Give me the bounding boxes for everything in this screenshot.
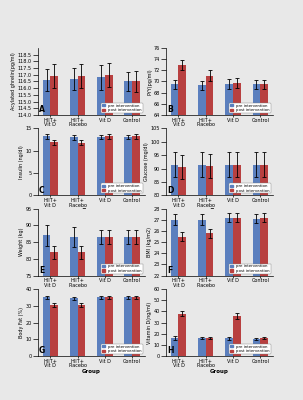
Bar: [97, 78, 105, 400]
Bar: [260, 164, 268, 400]
X-axis label: Group: Group: [210, 369, 229, 374]
Bar: [50, 76, 58, 400]
Text: B: B: [167, 105, 173, 114]
Bar: [253, 219, 260, 400]
Y-axis label: Vitamin D(ng/ml): Vitamin D(ng/ml): [147, 302, 152, 344]
X-axis label: Group: Group: [82, 128, 101, 133]
Bar: [178, 236, 186, 400]
X-axis label: Group: Group: [82, 369, 101, 374]
Bar: [105, 298, 112, 356]
Y-axis label: Glucose (mg/dl): Glucose (mg/dl): [144, 142, 149, 181]
Y-axis label: PYY(pg/ml): PYY(pg/ml): [147, 68, 152, 95]
X-axis label: Group: Group: [82, 289, 101, 294]
Bar: [78, 305, 85, 356]
Bar: [132, 298, 140, 356]
Text: G: G: [39, 346, 45, 355]
Legend: pre intervention, post intervention: pre intervention, post intervention: [101, 344, 143, 354]
Y-axis label: BMI (kg/m2): BMI (kg/m2): [147, 227, 152, 257]
Bar: [233, 218, 241, 400]
Bar: [50, 142, 58, 195]
Bar: [43, 80, 50, 400]
Bar: [70, 237, 78, 400]
Bar: [105, 75, 112, 400]
Bar: [260, 84, 268, 400]
Bar: [78, 76, 85, 400]
Bar: [225, 218, 233, 400]
Text: F: F: [167, 266, 172, 275]
Bar: [225, 84, 233, 400]
Bar: [233, 164, 241, 400]
Bar: [260, 338, 268, 356]
Bar: [206, 76, 213, 400]
Y-axis label: Acylated ghrelin(pg/ml): Acylated ghrelin(pg/ml): [11, 53, 16, 110]
X-axis label: Group: Group: [82, 208, 101, 213]
Legend: pre intervention, post intervention: pre intervention, post intervention: [101, 183, 143, 193]
Bar: [97, 298, 105, 356]
Bar: [198, 164, 206, 400]
Bar: [125, 237, 132, 400]
Bar: [125, 82, 132, 400]
Y-axis label: Weight (kg): Weight (kg): [19, 228, 24, 256]
Bar: [198, 338, 206, 356]
Bar: [206, 233, 213, 400]
Bar: [125, 137, 132, 195]
Bar: [225, 338, 233, 356]
Bar: [105, 136, 112, 195]
X-axis label: Group: Group: [210, 289, 229, 294]
Bar: [206, 338, 213, 356]
Bar: [225, 164, 233, 400]
Bar: [50, 305, 58, 356]
Bar: [70, 79, 78, 400]
Bar: [178, 167, 186, 400]
Bar: [105, 237, 112, 400]
Bar: [97, 137, 105, 195]
Bar: [125, 298, 132, 356]
Bar: [132, 237, 140, 400]
Y-axis label: Insulin (ng/dl): Insulin (ng/dl): [19, 145, 24, 179]
Bar: [253, 164, 260, 400]
Bar: [70, 137, 78, 195]
Text: E: E: [39, 266, 44, 275]
Bar: [171, 338, 178, 356]
Bar: [132, 82, 140, 400]
Bar: [97, 237, 105, 400]
X-axis label: Group: Group: [210, 128, 229, 133]
Text: A: A: [39, 105, 45, 114]
Legend: pre intervention, post intervention: pre intervention, post intervention: [101, 264, 143, 274]
Text: D: D: [167, 186, 173, 195]
Legend: pre intervention, post intervention: pre intervention, post intervention: [229, 103, 271, 113]
Bar: [171, 164, 178, 400]
Bar: [132, 136, 140, 195]
Legend: pre intervention, post intervention: pre intervention, post intervention: [229, 344, 271, 354]
Bar: [50, 252, 58, 400]
Bar: [178, 314, 186, 356]
Legend: pre intervention, post intervention: pre intervention, post intervention: [229, 264, 271, 274]
Bar: [43, 236, 50, 400]
Bar: [253, 339, 260, 356]
Bar: [171, 84, 178, 400]
Legend: pre intervention, post intervention: pre intervention, post intervention: [101, 103, 143, 113]
Bar: [43, 136, 50, 195]
X-axis label: Group: Group: [210, 208, 229, 213]
Text: H: H: [167, 346, 174, 355]
Legend: pre intervention, post intervention: pre intervention, post intervention: [229, 183, 271, 193]
Bar: [70, 298, 78, 356]
Text: C: C: [39, 186, 45, 195]
Bar: [260, 218, 268, 400]
Bar: [78, 143, 85, 195]
Bar: [233, 83, 241, 400]
Bar: [198, 85, 206, 400]
Bar: [78, 252, 85, 400]
Y-axis label: Body Fat (%): Body Fat (%): [19, 307, 24, 338]
Bar: [253, 84, 260, 400]
Bar: [43, 298, 50, 356]
Bar: [233, 316, 241, 356]
Bar: [206, 166, 213, 400]
Bar: [171, 220, 178, 400]
Bar: [178, 65, 186, 400]
Bar: [198, 220, 206, 400]
